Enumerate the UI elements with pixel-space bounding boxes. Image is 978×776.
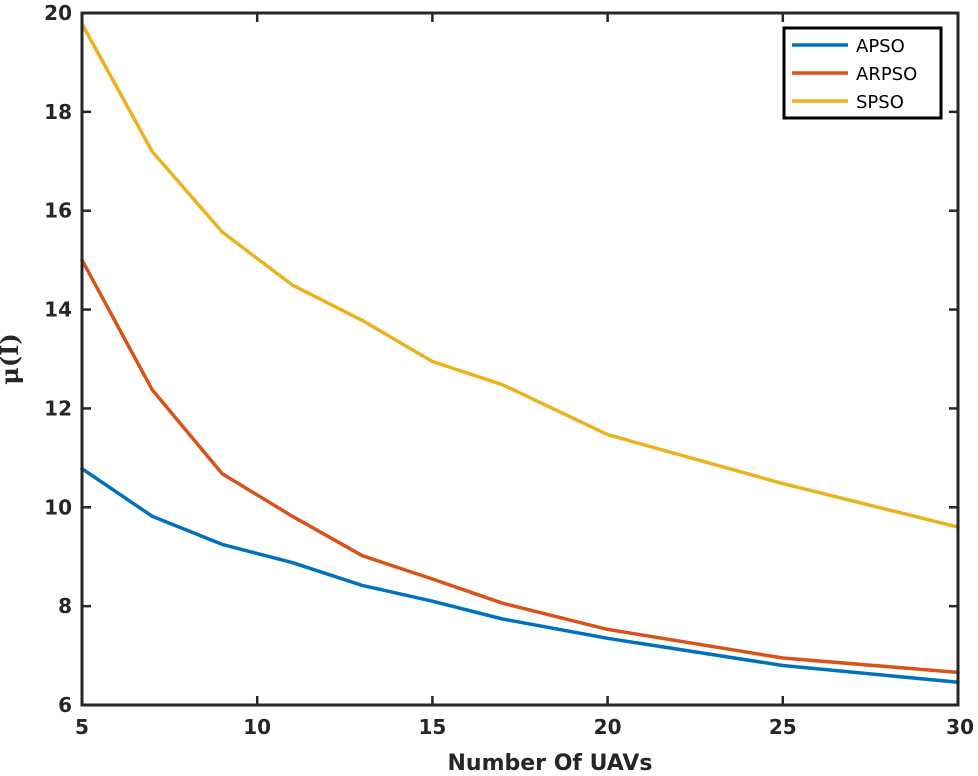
x-tick-label: 5: [75, 715, 89, 739]
x-tick-label: 10: [243, 715, 271, 739]
legend-items: APSO ARPSO SPSO: [792, 36, 917, 113]
y-tick-label: 18: [44, 100, 72, 124]
y-axis-label: μ(I): [0, 333, 24, 385]
legend-label-spso: SPSO: [856, 92, 904, 113]
x-tick-label: 15: [418, 715, 446, 739]
y-tick-label: 20: [44, 1, 72, 25]
legend-label-apso: APSO: [856, 36, 905, 57]
y-tick-label: 14: [44, 298, 72, 322]
axis-tick-labels: 5 10 15 20 25 30 6 8 10 12 14 16 18 20: [44, 1, 974, 739]
y-tick-label: 12: [44, 396, 72, 420]
legend-label-arpso: ARPSO: [856, 64, 917, 85]
y-tick-label: 8: [58, 594, 72, 618]
y-tick-label: 10: [44, 495, 72, 519]
x-tick-label: 20: [594, 715, 622, 739]
x-tick-label: 25: [769, 715, 797, 739]
legend: APSO ARPSO SPSO: [782, 26, 943, 120]
series-line-arpso: [80, 258, 960, 675]
y-tick-label: 6: [58, 693, 72, 717]
axis-ticks: [80, 11, 960, 707]
x-axis-label: Number Of UAVs: [448, 751, 653, 776]
series-layer: [80, 22, 960, 685]
plot-area-frame: [80, 11, 960, 707]
y-tick-label: 16: [44, 199, 72, 223]
x-tick-label: 30: [946, 715, 974, 739]
series-line-spso: [80, 22, 960, 529]
series-line-apso: [80, 466, 960, 685]
